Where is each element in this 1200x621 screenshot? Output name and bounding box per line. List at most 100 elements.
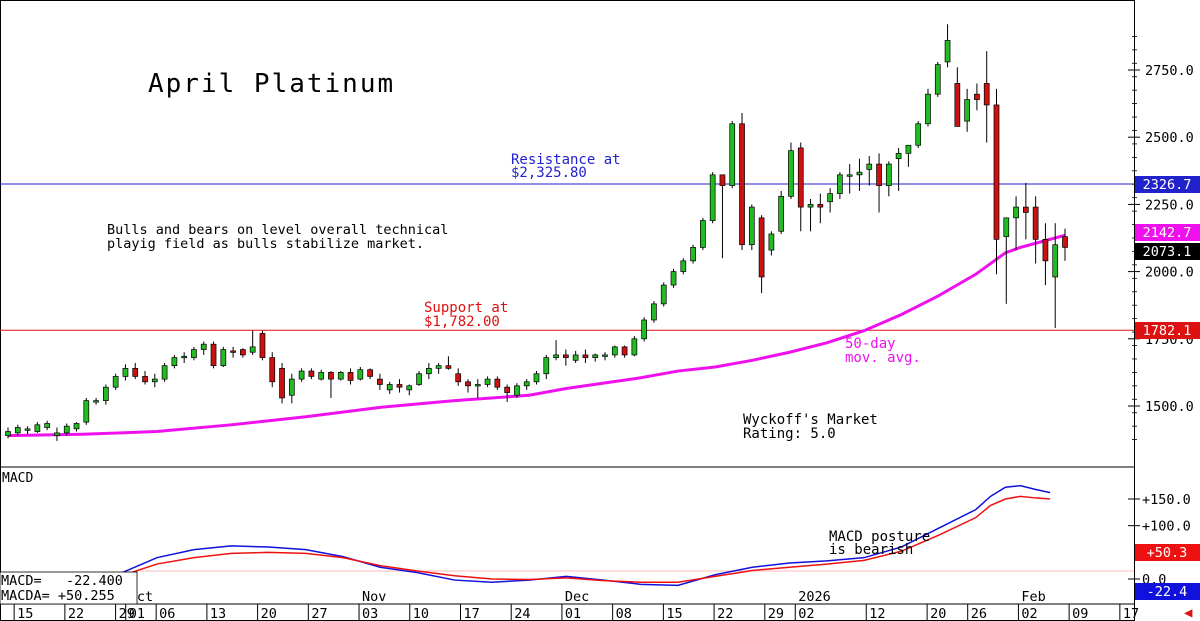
candle — [1013, 196, 1019, 251]
candle — [631, 336, 638, 357]
candle-body — [298, 370, 305, 380]
macda-readout: MACDA= +50.255 — [1, 588, 115, 604]
candle-body — [435, 365, 442, 369]
candle-body — [925, 93, 931, 125]
candle-body — [54, 432, 60, 436]
candle — [700, 217, 706, 251]
candle — [592, 353, 599, 362]
candle-body — [455, 373, 462, 383]
candle-body — [63, 425, 70, 434]
date-tick-label: 06 — [159, 606, 175, 621]
candle-body — [709, 174, 716, 221]
candle-body — [151, 378, 158, 383]
candle — [543, 354, 550, 380]
scroll-left-arrow-icon[interactable]: ◀ — [1184, 605, 1193, 621]
candle-body — [817, 204, 824, 208]
candle — [807, 199, 814, 232]
candle-body — [24, 428, 31, 431]
candle-body — [700, 220, 706, 248]
candle — [269, 352, 276, 388]
candle — [797, 142, 804, 232]
candle — [934, 61, 941, 97]
svg-text:2326.7: 2326.7 — [1143, 177, 1192, 193]
resistance-label-1: Resistance at — [511, 152, 621, 168]
candle — [895, 147, 902, 191]
macd-panel — [7, 484, 1134, 590]
candle — [788, 142, 794, 200]
candle-body — [1003, 217, 1010, 238]
candle-body — [474, 384, 481, 387]
candle — [181, 352, 188, 363]
candle — [337, 371, 344, 381]
candle — [112, 373, 119, 390]
badge-resistance: 2326.7 — [1135, 176, 1200, 193]
svg-text:-22.4: -22.4 — [1147, 584, 1188, 600]
date-tick-label: 15 — [666, 606, 682, 621]
candle — [856, 158, 863, 191]
candle — [758, 215, 765, 294]
candle-body — [484, 378, 491, 385]
candle-body — [112, 376, 119, 388]
date-tick-label: 01 — [129, 606, 145, 621]
macd-tick-label: +150.0 — [1142, 492, 1191, 508]
candle-body — [582, 354, 589, 358]
candle — [1032, 196, 1039, 264]
candle — [739, 113, 745, 251]
candle — [905, 144, 912, 167]
date-tick-label: 08 — [616, 606, 632, 621]
candle — [406, 384, 413, 396]
candle — [837, 172, 843, 200]
month-label: Dec — [565, 589, 589, 605]
price-tick-label: 2750.0 — [1145, 63, 1194, 79]
candle — [161, 362, 168, 382]
candle — [474, 379, 481, 398]
candle — [690, 244, 696, 264]
candle — [602, 352, 608, 361]
date-tick-label: 10 — [413, 606, 429, 621]
candle-body — [425, 368, 432, 375]
candle-body — [504, 386, 510, 393]
candle — [83, 397, 90, 425]
candle-body — [1023, 206, 1029, 213]
candle-body — [954, 83, 961, 127]
price-tick-label: 2000.0 — [1145, 265, 1194, 281]
month-label: Nov — [362, 589, 386, 605]
candle-body — [866, 163, 873, 170]
candle-body — [14, 427, 21, 434]
date-tick-label: 27 — [311, 606, 327, 621]
candle-body — [200, 343, 207, 350]
candle — [514, 383, 520, 398]
candle-body — [44, 423, 50, 428]
date-tick-label: 17 — [463, 606, 479, 621]
candle-body — [621, 346, 628, 356]
date-tick-label: 02 — [1021, 606, 1037, 621]
candle-body — [103, 386, 109, 401]
candle-body — [553, 354, 559, 358]
candle — [445, 356, 452, 370]
candle — [660, 282, 667, 307]
candle — [1023, 182, 1029, 240]
candle-body — [885, 163, 892, 186]
candle-body — [230, 350, 236, 353]
candle — [611, 345, 618, 358]
candle-body — [210, 343, 217, 367]
candle — [582, 349, 589, 363]
candle — [240, 348, 246, 358]
ma-label-1: 50-day — [845, 336, 896, 352]
candle — [465, 379, 471, 393]
candle-body — [670, 271, 677, 286]
candle — [641, 317, 648, 342]
price-tick-label: 2250.0 — [1145, 197, 1194, 213]
candle — [416, 371, 422, 386]
svg-text:+50.3: +50.3 — [1147, 545, 1188, 561]
date-tick-label: 22 — [68, 606, 84, 621]
candle — [328, 371, 334, 398]
candle-body — [249, 346, 256, 353]
macd-tick-label: +100.0 — [1142, 519, 1191, 535]
candle-body — [905, 144, 912, 154]
date-tick-label: 26 — [971, 606, 987, 621]
candle — [621, 345, 628, 358]
macd-posture-2: is bearish — [829, 542, 913, 558]
candle-body — [191, 349, 197, 358]
candle-body — [768, 233, 775, 251]
